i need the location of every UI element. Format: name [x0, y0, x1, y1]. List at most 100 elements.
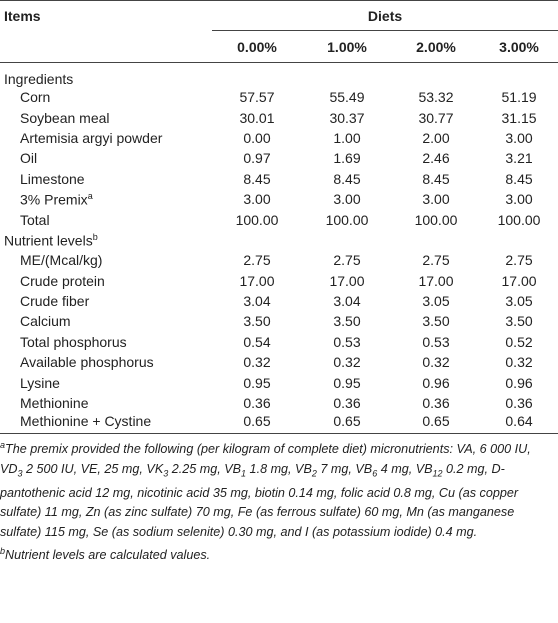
section-title: Nutrient levels: [4, 232, 93, 249]
footnote-mark: a: [87, 190, 93, 201]
cell-value: 0.95: [333, 374, 361, 391]
cell-value: 3.05: [505, 293, 533, 310]
cell-value: 0.36: [422, 395, 450, 412]
row-label-cell: Total: [0, 209, 212, 229]
row-label: Oil: [20, 150, 38, 167]
row-label: ME/(Mcal/kg): [20, 252, 103, 269]
row-label: Artemisia argyi powder: [20, 129, 163, 146]
row-label: Total: [20, 211, 50, 228]
cell-value: 8.45: [243, 170, 271, 187]
data-row: Crude protein 17.00 17.00 17.00 17.00: [0, 271, 558, 291]
cell-value: 0.32: [243, 354, 271, 371]
footnote-text: 1.8 mg, VB: [246, 461, 312, 476]
section-title-cell: Ingredients: [0, 63, 558, 87]
row-label: Lysine: [20, 374, 60, 391]
footnote: bNutrient levels are calculated values.: [0, 542, 552, 566]
cell-value: 17.00: [329, 272, 365, 289]
cell-value: 0.52: [505, 333, 533, 350]
cell-value: 30.01: [239, 109, 275, 126]
cell-value: 100.00: [235, 211, 279, 228]
data-row: Total phosphorus 0.54 0.53 0.53 0.52: [0, 332, 558, 352]
cell-value: 2.00: [422, 129, 450, 146]
cell-value: 3.00: [505, 191, 533, 208]
cell-value: 17.00: [239, 272, 275, 289]
footnote-text: The premix provided the following (per k…: [0, 442, 531, 476]
row-label: Crude fiber: [20, 293, 90, 310]
cell-value: 2.46: [422, 150, 450, 167]
row-label: Crude protein: [20, 272, 105, 289]
column-header: 2.00%: [392, 30, 480, 63]
row-label: 3% Premix: [20, 191, 88, 208]
subscript: 6: [372, 468, 378, 479]
footnote-mark: b: [0, 546, 6, 557]
cell-value: 8.45: [333, 170, 361, 187]
cell-value: 0.54: [243, 333, 271, 350]
row-label: Calcium: [20, 313, 71, 330]
data-row: Corn 57.57 55.49 53.32 51.19: [0, 87, 558, 107]
cell-value: 3.04: [243, 293, 271, 310]
row-label-cell: Soybean meal: [0, 107, 212, 127]
subscript: 3: [17, 468, 23, 479]
cell-value: 0.96: [505, 374, 533, 391]
cell-value: 30.77: [418, 109, 454, 126]
cell-value: 0.36: [333, 395, 361, 412]
cell-value: 0.32: [422, 354, 450, 371]
footnote-text: 7 mg, VB: [316, 461, 373, 476]
cell-value: 51.19: [501, 89, 537, 106]
section-title: Ingredients: [4, 71, 74, 87]
cell-value: 0.65: [212, 413, 302, 435]
cell-value: 3.00: [333, 191, 361, 208]
data-row: Limestone 8.45 8.45 8.45 8.45: [0, 169, 558, 189]
data-row: 3% Premixa 3.00 3.00 3.00 3.00: [0, 189, 558, 209]
blank-header: [0, 30, 212, 63]
cell-value: 0.64: [480, 413, 558, 435]
row-label: Methionine + Cystine: [20, 413, 152, 430]
cell-value: 0.32: [505, 354, 533, 371]
data-row: Lysine 0.95 0.95 0.96 0.96: [0, 372, 558, 392]
subscript: 3: [163, 468, 169, 479]
section-title-cell: Nutrient levelsb: [0, 230, 558, 250]
data-row: Total 100.00 100.00 100.00 100.00: [0, 209, 558, 229]
table-body: Ingredients Corn 57.57 55.49 53.32 51.19 Soybe…: [0, 63, 558, 435]
section-row: Nutrient levelsb: [0, 230, 558, 250]
cell-value: 0.96: [422, 374, 450, 391]
row-label-cell: 3% Premixa: [0, 189, 212, 209]
cell-value: 3.05: [422, 293, 450, 310]
cell-value: 0.65: [302, 413, 392, 435]
data-row: Crude fiber 3.04 3.04 3.05 3.05: [0, 291, 558, 311]
cell-value: 8.45: [422, 170, 450, 187]
cell-value: 100.00: [497, 211, 541, 228]
cell-value: 100.00: [414, 211, 458, 228]
cell-value: 0.53: [333, 333, 361, 350]
row-label-cell: Methionine + Cystine: [0, 413, 212, 435]
cell-value: 3.50: [422, 313, 450, 330]
footnote: aThe premix provided the following (per …: [0, 436, 552, 542]
subscript: 12: [432, 468, 443, 479]
cell-value: 3.50: [505, 313, 533, 330]
data-row: ME/(Mcal/kg) 2.75 2.75 2.75 2.75: [0, 250, 558, 270]
subscript: 2: [311, 468, 317, 479]
data-row: Soybean meal 30.01 30.37 30.77 31.15: [0, 107, 558, 127]
cell-value: 0.95: [243, 374, 271, 391]
data-row: Methionine + Cystine 0.65 0.65 0.65 0.64: [0, 413, 558, 435]
row-label: Available phosphorus: [20, 354, 154, 371]
row-label: Corn: [20, 89, 51, 106]
cell-value: 3.50: [333, 313, 361, 330]
row-label-cell: ME/(Mcal/kg): [0, 250, 212, 270]
cell-value: 0.36: [505, 395, 533, 412]
row-label-cell: Available phosphorus: [0, 352, 212, 372]
items-header: Items: [0, 0, 212, 31]
column-header: 3.00%: [480, 30, 558, 63]
data-row: Oil 0.97 1.69 2.46 3.21: [0, 148, 558, 168]
row-label-cell: Artemisia argyi powder: [0, 128, 212, 148]
footnote-text: 4 mg, VB: [377, 461, 433, 476]
row-label: Total phosphorus: [20, 333, 127, 350]
row-label: Limestone: [20, 170, 85, 187]
cell-value: 31.15: [501, 109, 537, 126]
row-label: Methionine: [20, 395, 89, 412]
data-row: Available phosphorus 0.32 0.32 0.32 0.32: [0, 352, 558, 372]
cell-value: 3.00: [422, 191, 450, 208]
row-label: Soybean meal: [20, 109, 110, 126]
cell-value: 17.00: [418, 272, 454, 289]
cell-value: 0.36: [243, 395, 271, 412]
